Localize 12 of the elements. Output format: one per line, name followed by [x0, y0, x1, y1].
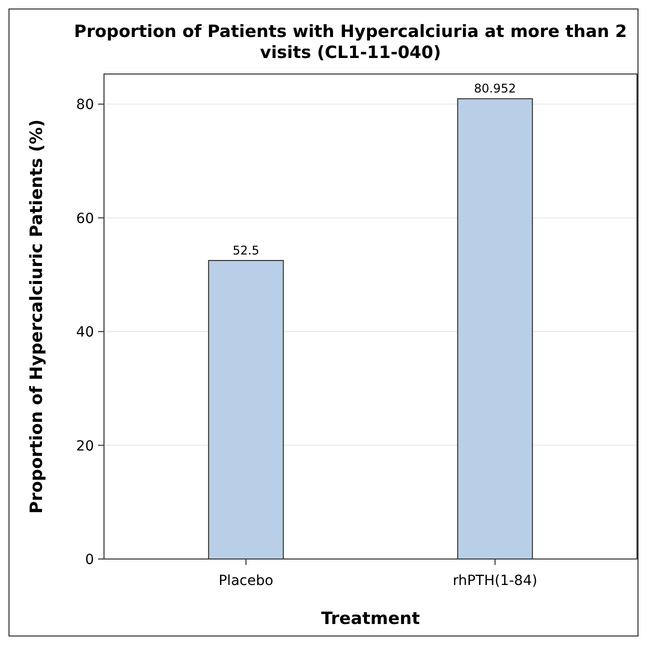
y-axis-title: Proportion of Hypercalciuric Patients (%) — [27, 119, 47, 514]
x-tick-label: Placebo — [218, 573, 274, 589]
data-label: 80.952 — [474, 82, 516, 96]
x-tick-label: rhPTH(1-84) — [452, 573, 538, 589]
x-axis-title: Treatment — [321, 609, 420, 629]
y-tick-label: 80 — [76, 97, 94, 114]
y-tick-label: 0 — [85, 552, 94, 568]
y-tick-label: 40 — [76, 324, 94, 341]
y-tick-label: 60 — [76, 210, 94, 227]
y-tick-label: 20 — [76, 438, 94, 454]
data-label: 52.5 — [232, 243, 260, 258]
chart-title: Proportion of Patients with Hypercalciuria at more than 2 visits (CL1-11-040) — [74, 22, 627, 63]
